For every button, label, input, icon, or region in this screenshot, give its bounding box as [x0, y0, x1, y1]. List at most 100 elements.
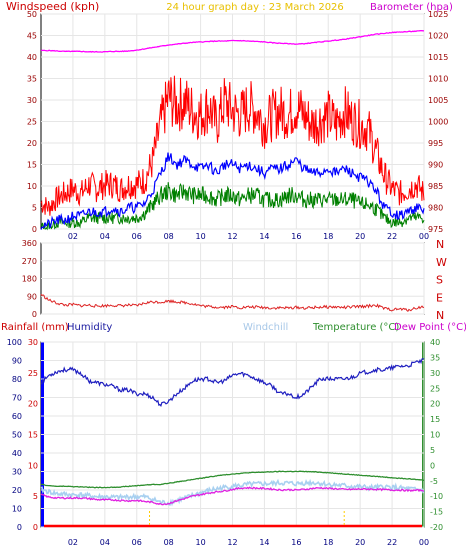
temp-time-tick-label: 18: [323, 538, 333, 547]
wind-time-tick-label: 20: [355, 232, 365, 241]
windspeed-tick-labels: 0 5 10 15 20 25 30 35 40 45 50: [27, 10, 37, 234]
rainfall-label: Rainfall (mm): [1, 322, 69, 333]
direction-degree-label: 0: [32, 310, 37, 319]
rainfall-tick-label: 15: [28, 431, 38, 440]
wind-time-tick-label: 12: [227, 232, 237, 241]
windchill-label: Windchill: [243, 322, 288, 333]
temp-time-tick-label: 00: [419, 538, 429, 547]
temperature-tick-label: -15: [430, 508, 443, 517]
rainfall-tick-label: 25: [28, 369, 38, 378]
barometer-tick-label: 985: [428, 182, 443, 191]
windspeed-tick-label: 45: [27, 32, 37, 41]
barometer-tick-labels: 975 980 985 990 995 1000 1005 1010 1015 1020 1025: [428, 10, 448, 234]
humidity-tick-label: 80: [12, 375, 22, 384]
temp-panel-gridlines: [41, 341, 425, 528]
direction-degree-label: 180: [22, 275, 37, 284]
temperature-tick-label: 30: [430, 369, 440, 378]
direction-degree-label: 270: [22, 257, 37, 266]
humidity-label: Humidity: [67, 322, 112, 333]
direction-compass-label: N: [436, 309, 444, 322]
temperature-label: Temperature (°C): [312, 322, 399, 333]
humidity-tick-label: 30: [12, 468, 22, 477]
wind-time-tick-label: 18: [323, 232, 333, 241]
temperature-tick-label: -10: [430, 492, 443, 501]
windspeed-tick-label: 5: [32, 204, 37, 213]
barometer-tick-label: 1000: [428, 118, 448, 127]
humidity-tick-label: 10: [12, 505, 22, 514]
temp-time-tick-label: 20: [355, 538, 365, 547]
temperature-tick-label: 15: [430, 415, 440, 424]
direction-degree-labels: 0 90 180 270 360: [22, 239, 37, 319]
wind-time-tick-label: 14: [259, 232, 269, 241]
windchill-line: [40, 478, 425, 507]
wind-time-tick-label: 00: [419, 232, 429, 241]
temp-humidity-panel: Rainfall (mm) Humidity Windchill Tempera…: [1, 322, 466, 547]
wind-time-tick-label: 06: [132, 232, 142, 241]
humidity-tick-label: 0: [17, 523, 22, 532]
wind-time-tick-label: 22: [387, 232, 397, 241]
temperature-tick-label: -5: [430, 477, 438, 486]
barometer-tick-label: 1015: [428, 53, 448, 62]
direction-compass-label: S: [436, 274, 443, 287]
rainfall-tick-labels: 0 5 10 15 20 25 30: [28, 338, 38, 532]
temp-time-tick-label: 10: [195, 538, 205, 547]
wind-low-line: [40, 182, 425, 231]
barometer-tick-label: 1025: [428, 10, 448, 19]
humidity-tick-label: 60: [12, 412, 22, 421]
temperature-line: [40, 470, 424, 489]
temp-series-group: [40, 358, 425, 528]
windspeed-tick-label: 0: [32, 225, 37, 234]
windspeed-tick-label: 40: [27, 53, 37, 62]
temp-time-tick-label: 06: [132, 538, 142, 547]
rainfall-tick-label: 30: [28, 338, 38, 347]
temperature-tick-label: 10: [430, 431, 440, 440]
temperature-tick-label: 5: [430, 446, 435, 455]
direction-degree-label: 90: [27, 292, 37, 301]
temperature-tick-label: -20: [430, 523, 443, 532]
humidity-tick-label: 90: [12, 357, 22, 366]
wind-time-tick-labels: 02 04 06 08 10 12 14 16 18 20 22 00: [68, 232, 429, 241]
temp-time-tick-label: 14: [259, 538, 269, 547]
windspeed-tick-label: 10: [27, 182, 37, 191]
humidity-tick-label: 50: [12, 431, 22, 440]
barometer-tick-label: 1020: [428, 32, 448, 41]
windspeed-axis-label: Windspeed (kph): [6, 0, 99, 13]
wind-average-line: [40, 152, 425, 230]
dew-point-line: [40, 486, 425, 506]
barometer-tick-label: 975: [428, 225, 443, 234]
direction-series-group: [40, 293, 425, 313]
windspeed-tick-label: 20: [27, 139, 37, 148]
windspeed-tick-label: 15: [27, 161, 37, 170]
temp-time-tick-label: 02: [68, 538, 78, 547]
temperature-tick-label: 25: [430, 384, 440, 393]
windspeed-tick-label: 25: [27, 118, 37, 127]
direction-degree-label: 360: [22, 239, 37, 248]
rainfall-tick-label: 0: [33, 523, 38, 532]
wind-barometer-panel: Windspeed (kph) 24 hour graph day : 23 M…: [6, 0, 453, 241]
wind-time-tick-label: 08: [164, 232, 174, 241]
direction-compass-label: N: [436, 238, 444, 251]
windspeed-tick-label: 50: [27, 10, 37, 19]
humidity-line: [40, 358, 425, 408]
temp-time-tick-labels: 02 04 06 08 10 12 14 16 18 20 22 00: [68, 538, 429, 547]
temperature-tick-label: 0: [430, 461, 435, 470]
temperature-tick-label: 20: [430, 400, 440, 409]
barometer-tick-label: 995: [428, 139, 443, 148]
wind-direction-line: [40, 293, 425, 313]
humidity-tick-label: 40: [12, 449, 22, 458]
rainfall-tick-label: 5: [33, 492, 38, 501]
windspeed-tick-label: 30: [27, 96, 37, 105]
temp-time-tick-label: 22: [387, 538, 397, 547]
wind-time-tick-label: 02: [68, 232, 78, 241]
windspeed-tick-label: 35: [27, 75, 37, 84]
wind-gust-line: [40, 75, 425, 216]
wind-time-tick-label: 16: [291, 232, 301, 241]
temperature-tick-label: 35: [430, 353, 440, 362]
temp-time-tick-label: 12: [227, 538, 237, 547]
temperature-tick-labels: -20 -15 -10 -5 0 5 10 15 20 25 30 35 40: [430, 338, 443, 532]
barometer-line: [40, 30, 425, 53]
direction-compass-label: E: [436, 291, 443, 304]
